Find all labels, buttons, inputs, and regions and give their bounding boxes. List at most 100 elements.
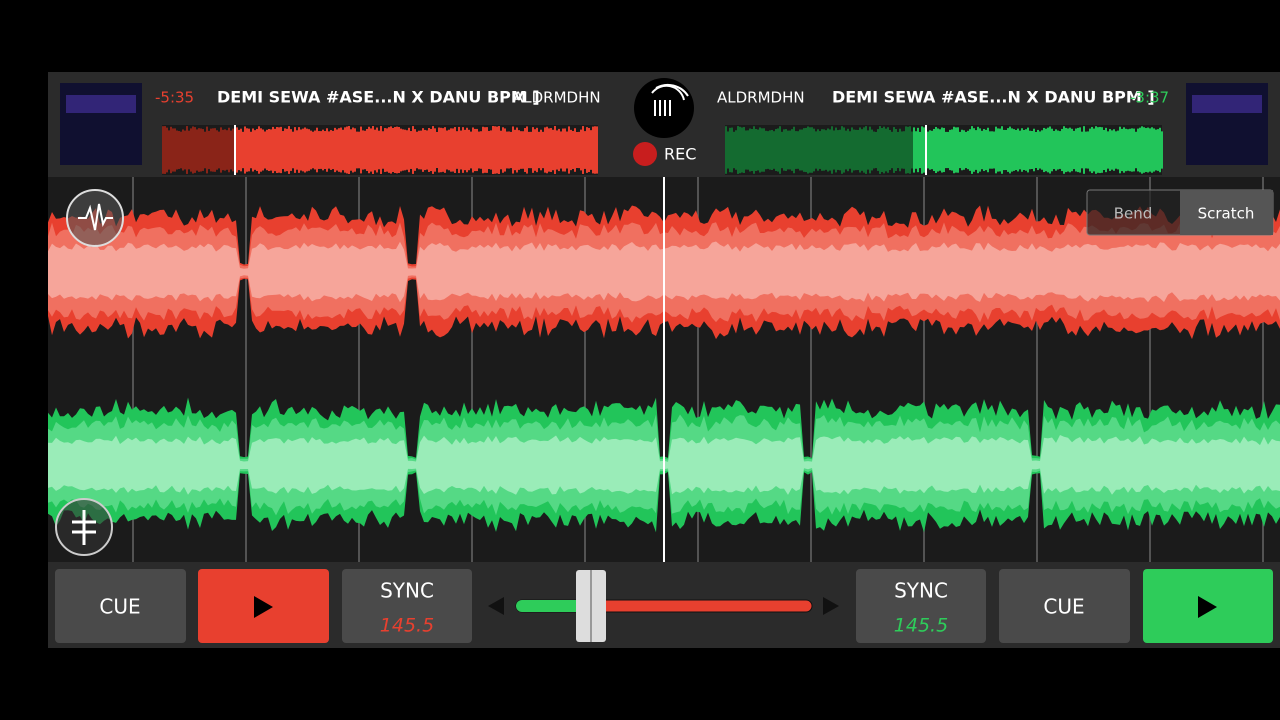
overview-bar [450,128,452,172]
overview-bar [470,131,472,169]
overview-bar [1083,126,1085,174]
overview-bar [370,128,372,172]
overview-bar [402,129,404,171]
overview-bar [727,131,729,169]
sync-button-left[interactable] [342,569,472,643]
overview-bar [446,130,448,170]
overview-bar [1125,128,1127,172]
overview-bar [500,130,502,170]
overview-bar [1137,128,1139,172]
mode-bend[interactable]: Bend [1114,205,1153,223]
overview-bar [558,128,560,172]
overview-bar [971,126,973,174]
overview-bar [743,127,745,173]
overview-bar [893,127,895,173]
overview-bar [987,127,989,173]
overview-bar [1065,127,1067,173]
mode-scratch[interactable]: Scratch [1198,205,1255,223]
overview-bar [1003,129,1005,171]
overview-bar [438,127,440,173]
overview-bar [590,130,592,170]
waveform-icon-button[interactable] [66,189,124,247]
pulse-icon [78,203,113,231]
overview-bar [849,131,851,169]
overview-bar [564,128,566,172]
overview-bar [536,127,538,173]
overview-bar [1143,127,1145,173]
overview-bar [1013,129,1015,171]
bpm-right: 145.5 [894,615,948,637]
cue-button-right[interactable] [999,569,1130,643]
overview-bar [338,128,340,172]
overview-bar [262,129,264,171]
overview-bar [346,126,348,174]
overview-bar [308,129,310,171]
overview-bar [959,131,961,169]
overview-bar [1153,128,1155,172]
deck-b-artist: ALDRMDHN [717,89,805,107]
overview-bar [941,127,943,173]
overview-bar [512,126,514,174]
overview-bar [947,131,949,169]
eq-icon [72,510,96,545]
overview-bar [977,126,979,174]
overview-bar [961,129,963,171]
overview-bar [953,126,955,174]
overview-bar [568,126,570,174]
overview-bar [514,129,516,171]
cue-button-left[interactable] [55,569,186,643]
overview-bar [1061,128,1063,172]
overview-bar [985,129,987,171]
overview-bar [1073,130,1075,170]
overview-bar [574,128,576,172]
overview-bar [923,127,925,173]
crossfader-arrow-left[interactable] [488,597,504,615]
overview-bar [921,126,923,174]
overview-bar [540,129,542,171]
overview-bar [1093,128,1095,172]
overview-bar [164,126,166,174]
overview-bar [374,129,376,171]
sync-button-right[interactable] [856,569,986,643]
overview-bar [1155,129,1157,171]
crossfader-arrow-right[interactable] [823,597,839,615]
overview-bar [917,127,919,173]
overview-bar [1115,131,1117,169]
overview-bar [242,131,244,169]
overview-bar [911,131,913,169]
overview-bar [1009,126,1011,174]
album-art-glow [66,95,136,113]
crossfader-green [516,600,590,612]
deck-a-title: DEMI SEWA #ASE...N X DANU BPM ] [217,88,540,107]
overview-bar [1079,127,1081,173]
overview-bar [825,130,827,170]
play-icon [1198,596,1217,618]
overview-bar [1151,127,1153,173]
overview-bar [216,130,218,170]
overview-bar [488,130,490,170]
overview-bar [244,126,246,174]
overview-bar [310,130,312,170]
overview-bar [430,128,432,172]
overview-bar [939,129,941,171]
overview-bar [584,131,586,169]
overview-bar [222,129,224,171]
deck-a-artist: ALDRMDHN [513,89,601,107]
overview-bar [186,126,188,174]
overview-bar [292,131,294,169]
overview-bar [973,128,975,172]
overview-bar [799,129,801,171]
album-art-glow [1192,95,1262,113]
overview-bar [212,128,214,172]
deck-a-time: -5:35 [155,89,194,107]
overview-bar [224,129,226,171]
overview-bar [1047,127,1049,173]
overview-bar [753,126,755,174]
overview-bar [544,127,546,173]
overview-bar [552,129,554,171]
overview-bar [1141,126,1143,174]
overview-bar [556,130,558,170]
rec-button[interactable] [633,142,657,166]
deck-b-time: -3:37 [1130,89,1169,107]
